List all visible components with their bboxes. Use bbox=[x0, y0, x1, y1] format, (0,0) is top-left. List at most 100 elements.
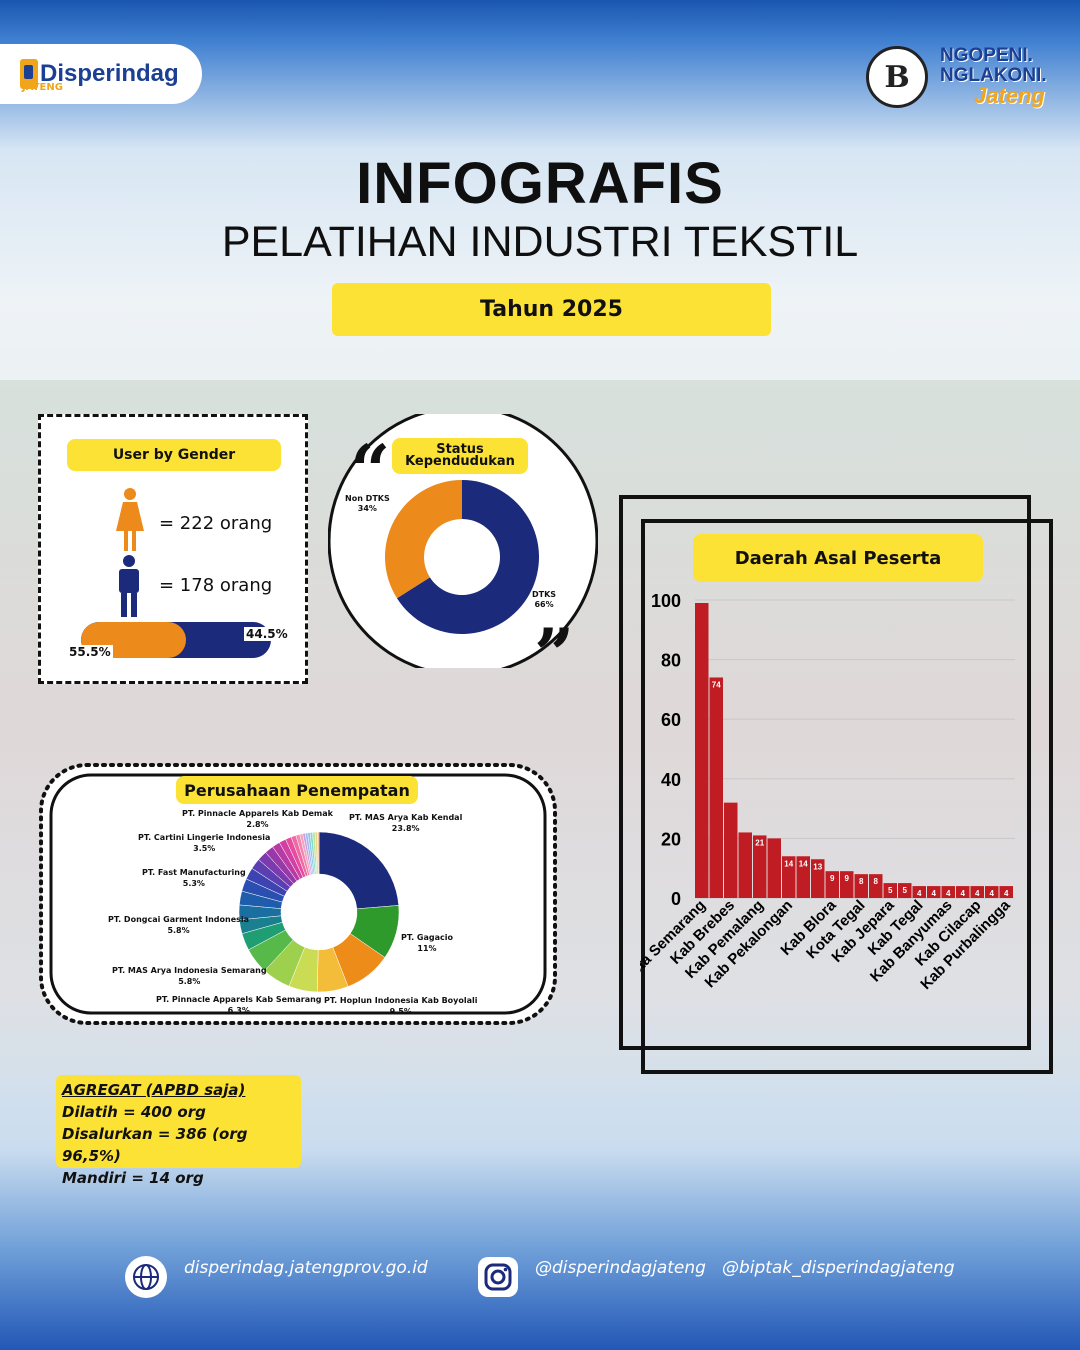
status-slice-non-dtks bbox=[385, 480, 462, 599]
company-pct-1: 11% bbox=[417, 944, 437, 953]
company-slice-0 bbox=[318, 832, 399, 910]
bar-20 bbox=[985, 886, 999, 898]
aggregate-independent: Mandiri = 14 org bbox=[62, 1169, 204, 1187]
page-title: INFOGRAFIS bbox=[356, 151, 724, 216]
page-subtitle: PELATIHAN INDUSTRI TEKSTIL bbox=[221, 218, 859, 266]
bar-value-11: 8 bbox=[859, 877, 864, 886]
logo-text: Disperindag bbox=[40, 60, 179, 87]
company-name-5: PT. Dongcai Garment Indonesia bbox=[108, 915, 250, 924]
bar-21 bbox=[999, 886, 1013, 898]
status-slice-dtks bbox=[396, 480, 539, 634]
bar-value-18: 4 bbox=[961, 889, 966, 898]
logo-sub: JATENG bbox=[22, 82, 63, 93]
bar-9 bbox=[825, 871, 839, 898]
instagram-handle-2[interactable]: @biptak_disperindagjateng bbox=[722, 1258, 955, 1278]
bar-value-9: 9 bbox=[830, 874, 835, 883]
company-name-3: PT. Pinnacle Apparels Kab Semarang bbox=[156, 995, 322, 1004]
company-name-2: PT. Hoplun Indonesia Kab Boyolali bbox=[324, 996, 478, 1005]
y-tick-80: 80 bbox=[661, 651, 681, 671]
bar-13 bbox=[883, 883, 897, 898]
company-label-1: PT. Gagacio 11% bbox=[401, 932, 453, 954]
female-icon bbox=[116, 488, 144, 551]
slogan-line2: NGLAKONI. bbox=[940, 65, 1047, 86]
bar-value-16: 4 bbox=[932, 889, 937, 898]
company-label-0: PT. MAS Arya Kab Kendal 23.8% bbox=[349, 812, 462, 834]
bar-chart-frame-back bbox=[619, 495, 1031, 1050]
bar-value-17: 4 bbox=[946, 889, 951, 898]
slogan-script: Jateng bbox=[974, 83, 1045, 108]
company-label-4: PT. MAS Arya Indonesia Semarang 5.8% bbox=[112, 965, 267, 987]
bar-15 bbox=[912, 886, 926, 898]
bar-0 bbox=[695, 602, 709, 898]
bar-value-10: 9 bbox=[845, 874, 850, 883]
gender-heading: User by Gender bbox=[67, 439, 281, 471]
website-link[interactable]: disperindag.jatengprov.go.id bbox=[184, 1258, 428, 1278]
aggregate-trained: Dilatih = 400 org bbox=[62, 1103, 206, 1121]
bar-7 bbox=[796, 856, 810, 898]
company-name-7: PT. Cartini Lingerie Indonesia bbox=[138, 833, 271, 842]
company-name-0: PT. MAS Arya Kab Kendal bbox=[349, 813, 463, 822]
instagram-handle-1[interactable]: @disperindagjateng bbox=[535, 1258, 706, 1278]
bar-2 bbox=[724, 802, 738, 898]
company-label-2: PT. Hoplun Indonesia Kab Boyolali 9.5% bbox=[324, 995, 478, 1017]
male-icon bbox=[119, 555, 139, 617]
bar-value-1: 74 bbox=[712, 680, 721, 689]
slogan-line1: NGOPENI. bbox=[940, 45, 1033, 66]
disperindag-logo[interactable]: Disperindag bbox=[0, 44, 202, 104]
gender-card: User by Gender = 222 orang = 178 orang 5… bbox=[38, 414, 308, 684]
bar-18 bbox=[956, 886, 970, 898]
y-tick-40: 40 bbox=[661, 770, 681, 790]
bar-10 bbox=[840, 871, 854, 898]
dtks-label: DTKS 66% bbox=[532, 590, 556, 610]
bar-value-19: 4 bbox=[975, 889, 980, 898]
biptak-badge-icon: B bbox=[866, 46, 928, 108]
badge-letter: B bbox=[884, 59, 910, 95]
aggregate-box: AGREGAT (APBD saja) Dilatih = 400 org Di… bbox=[56, 1075, 301, 1187]
y-tick-20: 20 bbox=[661, 829, 681, 849]
male-count: = 178 orang bbox=[159, 575, 273, 596]
non-dtks-pct: 34% bbox=[357, 504, 377, 513]
disperindag-logo-mark-icon bbox=[20, 59, 38, 89]
company-pct-3: 6.3% bbox=[227, 1006, 250, 1015]
non-dtks-label: Non DTKS 34% bbox=[345, 494, 390, 514]
bar-17 bbox=[941, 886, 955, 898]
bar-6 bbox=[782, 856, 796, 898]
open-quote-icon: “ bbox=[350, 429, 391, 512]
female-pct: 55.5% bbox=[67, 645, 113, 659]
company-label-7: PT. Cartini Lingerie Indonesia 3.5% bbox=[138, 832, 270, 854]
y-tick-100: 100 bbox=[651, 591, 681, 611]
company-card-frame bbox=[39, 763, 557, 1025]
bar-5 bbox=[767, 838, 781, 898]
company-pct-8: 2.8% bbox=[246, 820, 269, 829]
bar-16 bbox=[927, 886, 941, 898]
status-donut-chart bbox=[385, 480, 539, 634]
bar-value-13: 5 bbox=[888, 886, 893, 895]
bar-1 bbox=[709, 677, 723, 898]
instagram-icon bbox=[478, 1257, 518, 1297]
company-label-6: PT. Fast Manufacturing 5.3% bbox=[142, 867, 246, 889]
company-card: Perusahaan Penempatan PT. MAS Arya Kab K… bbox=[38, 762, 558, 1026]
bar-8 bbox=[811, 859, 825, 898]
company-pct-6: 5.3% bbox=[182, 879, 205, 888]
company-slice-28 bbox=[317, 832, 320, 875]
bar-value-7: 14 bbox=[799, 859, 808, 868]
dtks-name: DTKS bbox=[532, 590, 557, 599]
bar-value-14: 5 bbox=[903, 886, 908, 895]
bar-value-21: 4 bbox=[1004, 889, 1009, 898]
year-badge: Tahun 2025 bbox=[332, 283, 771, 336]
globe-icon bbox=[125, 1256, 167, 1298]
company-label-8: PT. Pinnacle Apparels Kab Demak 2.8% bbox=[182, 808, 333, 830]
company-name-4: PT. MAS Arya Indonesia Semarang bbox=[112, 966, 267, 975]
company-heading: Perusahaan Penempatan bbox=[176, 776, 418, 804]
bar-chart-title: Daerah Asal Peserta bbox=[693, 534, 983, 582]
bar-19 bbox=[970, 886, 984, 898]
status-heading: Status Kependudukan bbox=[392, 438, 528, 474]
bar-value-6: 14 bbox=[784, 859, 793, 868]
company-pct-7: 3.5% bbox=[193, 844, 216, 853]
bar-4 bbox=[753, 835, 767, 898]
bar-value-12: 8 bbox=[874, 877, 879, 886]
company-label-5: PT. Dongcai Garment Indonesia 5.8% bbox=[108, 914, 249, 936]
company-pct-2: 9.5% bbox=[389, 1007, 412, 1016]
female-count: = 222 orang bbox=[159, 513, 273, 534]
